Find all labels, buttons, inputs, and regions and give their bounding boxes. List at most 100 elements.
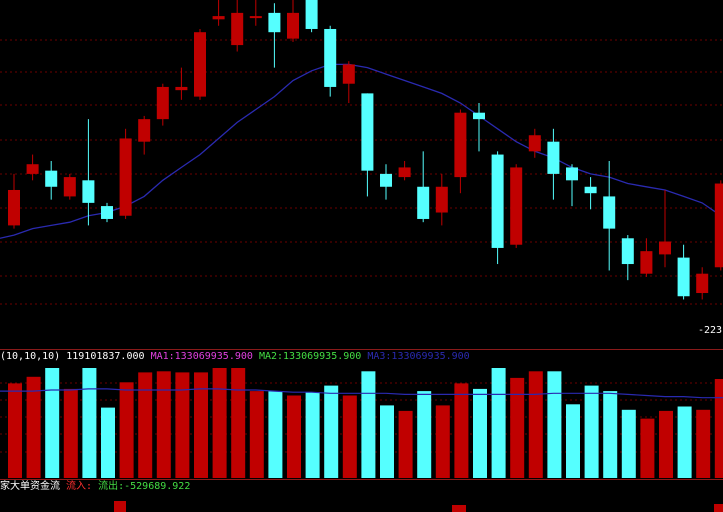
volume-bar: [677, 406, 692, 478]
candle: [491, 151, 504, 265]
candle-body: [621, 238, 634, 265]
volume-bar: [566, 404, 580, 478]
volume-bar: [63, 388, 78, 478]
candle-body: [510, 167, 523, 245]
candle-body: [305, 0, 318, 29]
volume-bar: [510, 377, 525, 478]
candle: [212, 0, 225, 26]
volume-bar: [714, 379, 723, 478]
volume-bar: [305, 392, 320, 478]
candle-body: [268, 12, 281, 33]
candle-body: [26, 164, 39, 174]
candle-body: [435, 186, 448, 213]
capital-outflow-label: 流出:-529689.922: [98, 481, 191, 492]
candle-body: [175, 86, 188, 91]
candle-body: [584, 186, 597, 194]
candle-body: [249, 16, 262, 19]
candle-body: [156, 86, 169, 120]
volume-bar: [528, 371, 543, 478]
candle: [659, 189, 671, 268]
volume-bar: [287, 395, 301, 478]
candle-body: [212, 16, 225, 20]
candle: [714, 180, 723, 271]
candle: [101, 202, 113, 223]
volume-ma3: MA3:133069935.900: [367, 351, 470, 362]
candle: [454, 109, 467, 194]
candle-body: [45, 170, 58, 187]
candle-body: [342, 64, 355, 84]
candle-body: [696, 273, 709, 294]
candle-body: [677, 257, 690, 297]
volume-bar: [398, 410, 413, 478]
capital-flow-header: 家大单资金流 流入: 流出:-529689.922: [0, 481, 190, 493]
candle-body: [138, 119, 151, 142]
candle: [640, 238, 653, 277]
candle: [26, 154, 39, 181]
candle: [621, 235, 634, 281]
candle-body: [324, 28, 337, 87]
volume-bar: [175, 372, 190, 478]
volume-bar: [380, 405, 394, 478]
candle: [398, 161, 411, 181]
candle: [677, 244, 690, 300]
volume-bar: [640, 418, 655, 478]
candle-body: [528, 135, 541, 152]
candle: [45, 161, 58, 200]
volume-bar: [603, 391, 618, 478]
candle: [510, 164, 523, 248]
candlestick-series: [8, 0, 723, 300]
volume-ma-line: [0, 388, 723, 399]
last-price-tag: -223: [698, 325, 723, 336]
candle-body: [82, 180, 95, 203]
volume-bar: [621, 409, 636, 478]
capital-flow-title: 家大单资金流: [0, 481, 60, 492]
volume-bar: [361, 371, 376, 478]
capital-flow-bars: [114, 501, 723, 512]
volume-bars: [8, 368, 723, 478]
candle: [82, 119, 95, 226]
volume-bar: [584, 385, 599, 478]
volume-bar: [82, 368, 97, 478]
candle: [287, 0, 299, 42]
candle: [380, 164, 392, 200]
candle: [8, 173, 20, 229]
capital-flow-bar: [114, 501, 126, 512]
volume-bar: [249, 391, 264, 478]
candle: [566, 164, 578, 207]
capital-inflow-label: 流入:: [66, 481, 93, 492]
candle-body: [714, 183, 723, 268]
price-gridlines: [0, 39, 723, 350]
candle-body: [119, 138, 132, 216]
candle: [547, 128, 560, 200]
volume-bar: [324, 385, 339, 478]
volume-ma2: MA2:133069935.900: [258, 351, 362, 362]
volume-bar: [435, 405, 450, 478]
volume-bar: [342, 395, 357, 478]
candle: [361, 93, 374, 197]
candle: [119, 128, 132, 219]
volume-bar: [8, 383, 22, 478]
volume-bar: [138, 372, 153, 478]
candle-body: [417, 186, 430, 219]
candle: [584, 177, 597, 210]
candle-body: [473, 112, 485, 120]
volume-bar: [659, 410, 673, 478]
candle: [305, 0, 318, 33]
volume-ma1: MA1:133069935.900: [150, 351, 253, 362]
volume-bar: [454, 383, 469, 478]
capital-flow-bar: [452, 505, 466, 512]
volume-moving-average: [0, 388, 723, 399]
candle: [249, 0, 262, 26]
candle-body: [659, 241, 671, 255]
volume-bar: [45, 368, 60, 478]
candle-body: [194, 32, 206, 97]
candle: [63, 173, 76, 200]
candle: [696, 267, 709, 300]
volume-bar: [26, 376, 41, 478]
volume-bar: [194, 372, 208, 478]
price-moving-average: [0, 63, 723, 239]
volume-bar: [101, 407, 115, 478]
candle: [156, 83, 169, 126]
candle-body: [491, 154, 504, 248]
volume-bar: [268, 391, 283, 478]
